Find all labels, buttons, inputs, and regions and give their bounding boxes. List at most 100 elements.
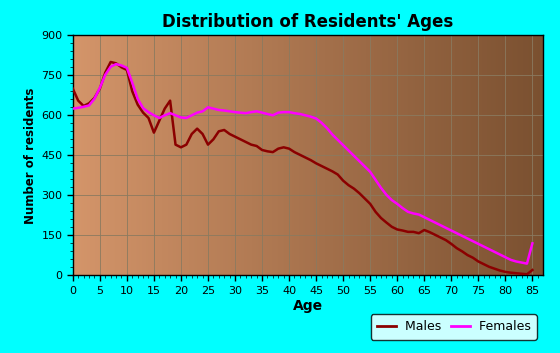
Bar — [386, 35, 388, 275]
Bar — [273, 35, 275, 275]
Bar — [466, 35, 468, 275]
Bar — [137, 35, 139, 275]
Bar — [344, 35, 346, 275]
Bar — [275, 35, 277, 275]
Bar — [241, 35, 242, 275]
Bar — [427, 35, 429, 275]
Bar — [244, 35, 245, 275]
Bar — [200, 35, 202, 275]
Bar — [501, 35, 502, 275]
Bar — [267, 35, 269, 275]
Bar — [318, 35, 319, 275]
Bar — [433, 35, 435, 275]
Bar — [269, 35, 270, 275]
Bar — [528, 35, 529, 275]
Bar — [357, 35, 358, 275]
Bar — [518, 35, 520, 275]
Bar — [515, 35, 516, 275]
Bar — [148, 35, 150, 275]
Bar — [524, 35, 526, 275]
Bar — [209, 35, 211, 275]
Bar — [343, 35, 344, 275]
Bar — [178, 35, 179, 275]
Bar — [372, 35, 374, 275]
Bar — [242, 35, 244, 275]
Bar — [79, 35, 81, 275]
Bar — [429, 35, 430, 275]
Bar — [291, 35, 292, 275]
Bar — [469, 35, 471, 275]
Bar — [400, 35, 402, 275]
Bar — [164, 35, 165, 275]
Bar — [250, 35, 251, 275]
Bar — [390, 35, 391, 275]
Bar — [256, 35, 258, 275]
Bar — [156, 35, 157, 275]
Bar — [461, 35, 463, 275]
Bar — [363, 35, 365, 275]
Bar — [496, 35, 498, 275]
Bar — [190, 35, 192, 275]
Bar — [147, 35, 148, 275]
Bar — [507, 35, 508, 275]
Bar — [316, 35, 318, 275]
Bar — [508, 35, 510, 275]
Bar — [380, 35, 382, 275]
Bar — [531, 35, 532, 275]
Bar — [169, 35, 170, 275]
Bar — [259, 35, 261, 275]
Bar — [85, 35, 87, 275]
Bar — [347, 35, 349, 275]
Bar — [263, 35, 264, 275]
Bar — [93, 35, 95, 275]
Bar — [249, 35, 250, 275]
Bar — [297, 35, 298, 275]
Bar — [306, 35, 308, 275]
Bar — [283, 35, 284, 275]
Bar — [233, 35, 234, 275]
Bar — [532, 35, 534, 275]
Bar — [394, 35, 396, 275]
Bar — [454, 35, 455, 275]
Bar — [300, 35, 302, 275]
Bar — [124, 35, 126, 275]
Bar — [476, 35, 477, 275]
Bar — [245, 35, 247, 275]
Bar — [310, 35, 311, 275]
Bar — [526, 35, 528, 275]
Bar — [399, 35, 400, 275]
Bar — [494, 35, 496, 275]
Bar — [239, 35, 241, 275]
Bar — [327, 35, 328, 275]
Bar — [203, 35, 204, 275]
Bar — [449, 35, 451, 275]
Bar — [128, 35, 129, 275]
Bar — [109, 35, 110, 275]
Bar — [100, 35, 101, 275]
Bar — [419, 35, 421, 275]
Bar — [500, 35, 501, 275]
Bar — [441, 35, 443, 275]
Bar — [173, 35, 175, 275]
Bar — [314, 35, 316, 275]
Bar — [498, 35, 500, 275]
Bar — [222, 35, 223, 275]
Bar — [479, 35, 480, 275]
Bar — [369, 35, 371, 275]
Bar — [480, 35, 482, 275]
Bar — [361, 35, 363, 275]
Bar — [430, 35, 432, 275]
Bar — [460, 35, 461, 275]
Bar — [171, 35, 173, 275]
Bar — [132, 35, 134, 275]
Bar — [104, 35, 106, 275]
Bar — [294, 35, 296, 275]
Bar — [197, 35, 198, 275]
Bar — [175, 35, 176, 275]
Bar — [523, 35, 524, 275]
Bar — [74, 35, 76, 275]
Bar — [212, 35, 214, 275]
Bar — [341, 35, 343, 275]
Bar — [88, 35, 90, 275]
Bar — [455, 35, 457, 275]
